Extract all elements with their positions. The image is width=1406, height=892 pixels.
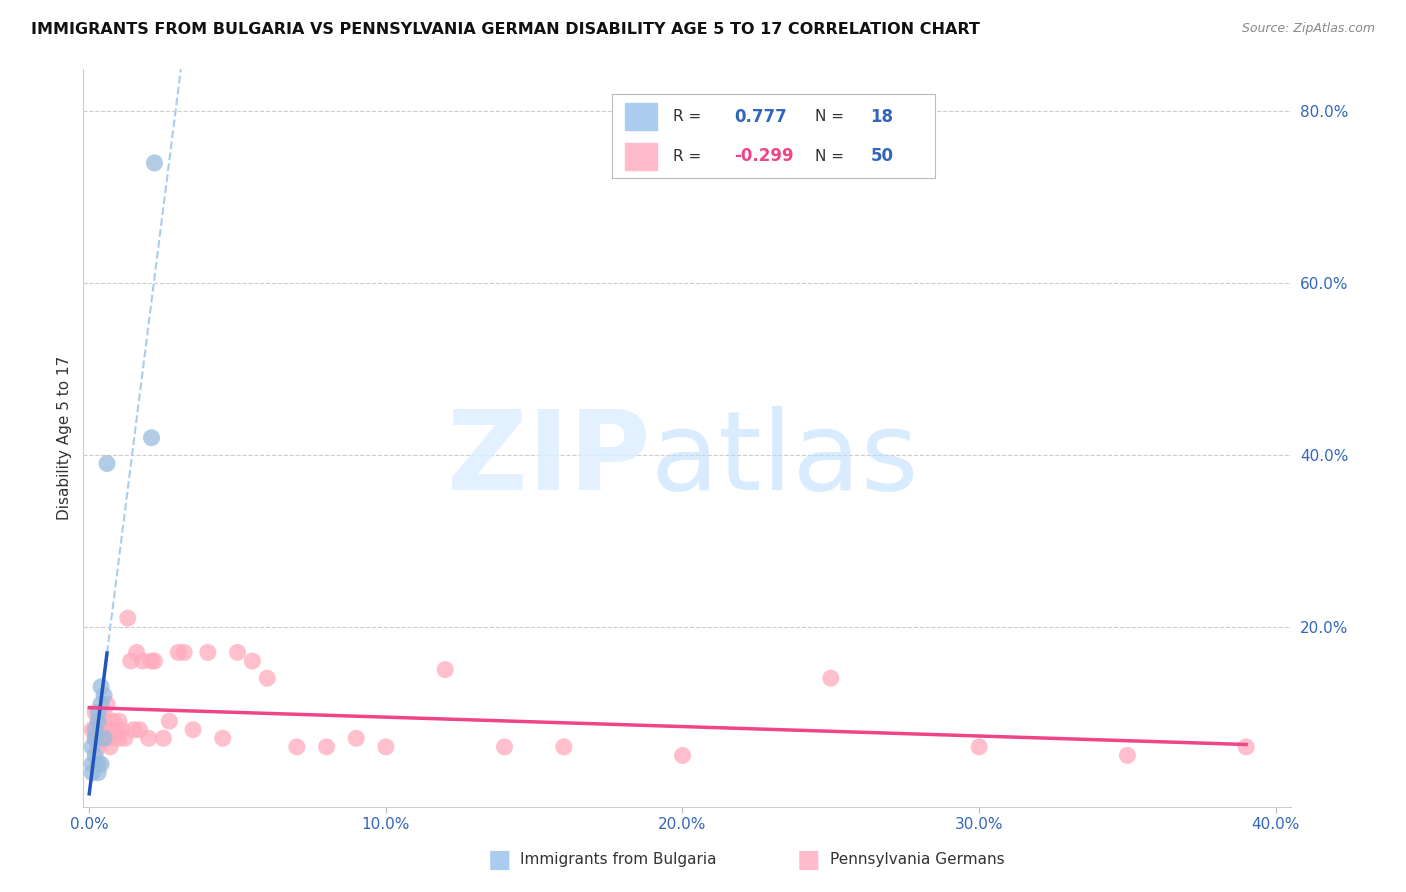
- Point: [434, 663, 457, 677]
- Point: [141, 654, 163, 668]
- Point: [285, 739, 308, 754]
- Point: [671, 748, 693, 763]
- Point: [131, 654, 153, 668]
- Point: [87, 739, 110, 754]
- Text: N =: N =: [815, 149, 849, 164]
- Point: [84, 731, 107, 746]
- Point: [104, 723, 127, 737]
- Point: [87, 714, 110, 728]
- Point: [122, 723, 145, 737]
- Text: IMMIGRANTS FROM BULGARIA VS PENNSYLVANIA GERMAN DISABILITY AGE 5 TO 17 CORRELATI: IMMIGRANTS FROM BULGARIA VS PENNSYLVANIA…: [31, 22, 980, 37]
- Point: [553, 739, 575, 754]
- Point: [143, 654, 166, 668]
- Point: [167, 645, 190, 659]
- Point: [93, 689, 115, 703]
- Y-axis label: Disability Age 5 to 17: Disability Age 5 to 17: [58, 356, 72, 520]
- Text: -0.299: -0.299: [734, 147, 794, 165]
- Point: [82, 765, 104, 780]
- Text: Source: ZipAtlas.com: Source: ZipAtlas.com: [1241, 22, 1375, 36]
- Point: [87, 765, 110, 780]
- Point: [152, 731, 174, 746]
- Point: [226, 645, 249, 659]
- Text: 18: 18: [870, 108, 893, 126]
- Point: [197, 645, 219, 659]
- Point: [98, 739, 121, 754]
- Point: [1234, 739, 1257, 754]
- Point: [82, 723, 104, 737]
- Point: [344, 731, 367, 746]
- Point: [87, 714, 110, 728]
- Text: Pennsylvania Germans: Pennsylvania Germans: [830, 853, 1004, 867]
- Point: [84, 731, 107, 746]
- Point: [90, 697, 112, 711]
- Point: [84, 748, 107, 763]
- Point: [84, 723, 107, 737]
- Point: [82, 739, 104, 754]
- Point: [93, 714, 115, 728]
- Point: [96, 697, 118, 711]
- Point: [820, 671, 842, 685]
- Text: ZIP: ZIP: [447, 407, 651, 514]
- Text: atlas: atlas: [651, 407, 920, 514]
- Point: [240, 654, 263, 668]
- Point: [90, 723, 112, 737]
- Text: ■: ■: [797, 848, 820, 871]
- Text: R =: R =: [673, 149, 706, 164]
- Point: [93, 731, 115, 746]
- Point: [967, 739, 990, 754]
- Point: [96, 723, 118, 737]
- Point: [108, 714, 131, 728]
- Point: [108, 731, 131, 746]
- Point: [173, 645, 195, 659]
- Point: [315, 739, 337, 754]
- Point: [117, 611, 139, 625]
- FancyBboxPatch shape: [624, 143, 657, 169]
- Point: [90, 680, 112, 694]
- Point: [111, 723, 134, 737]
- Point: [128, 723, 150, 737]
- Point: [211, 731, 233, 746]
- Point: [87, 757, 110, 772]
- Point: [96, 457, 118, 471]
- Point: [93, 706, 115, 720]
- FancyBboxPatch shape: [624, 103, 657, 130]
- Point: [157, 714, 180, 728]
- Point: [374, 739, 396, 754]
- Text: N =: N =: [815, 109, 849, 124]
- Point: [120, 654, 142, 668]
- Point: [114, 731, 136, 746]
- Point: [87, 706, 110, 720]
- Point: [98, 731, 121, 746]
- Point: [143, 156, 166, 170]
- Point: [101, 714, 124, 728]
- Point: [141, 431, 163, 445]
- Text: 0.777: 0.777: [734, 108, 787, 126]
- Point: [181, 723, 204, 737]
- Point: [256, 671, 278, 685]
- Point: [1116, 748, 1139, 763]
- Point: [494, 739, 516, 754]
- Point: [90, 757, 112, 772]
- Point: [84, 706, 107, 720]
- Point: [90, 731, 112, 746]
- Point: [138, 731, 160, 746]
- Text: 50: 50: [870, 147, 893, 165]
- Text: R =: R =: [673, 109, 706, 124]
- Point: [82, 757, 104, 772]
- Text: ■: ■: [488, 848, 510, 871]
- Text: Immigrants from Bulgaria: Immigrants from Bulgaria: [520, 853, 717, 867]
- Point: [125, 645, 148, 659]
